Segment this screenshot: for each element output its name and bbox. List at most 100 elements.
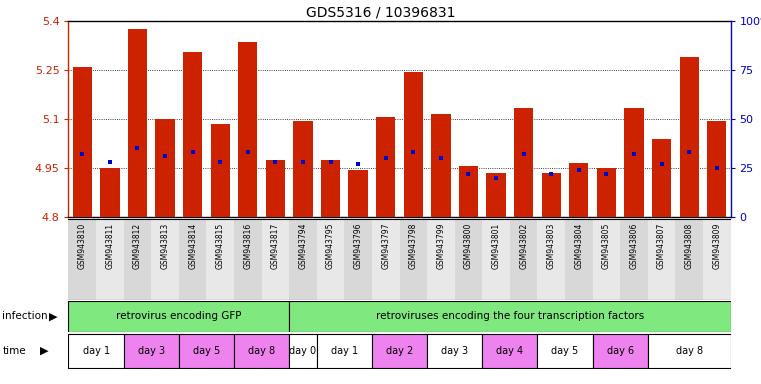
Bar [72, 67, 92, 217]
Text: GSM943809: GSM943809 [712, 223, 721, 269]
Bar [317, 334, 372, 368]
Bar [707, 121, 727, 217]
Bar [238, 42, 257, 217]
Bar [123, 219, 151, 300]
Bar [648, 334, 731, 368]
Bar [372, 334, 427, 368]
Text: GSM943812: GSM943812 [133, 223, 142, 269]
Bar [289, 334, 317, 368]
Text: day 0: day 0 [289, 346, 317, 356]
Bar [155, 119, 175, 217]
Bar [234, 219, 262, 300]
Bar [565, 219, 593, 300]
Bar [289, 301, 731, 331]
Text: day 2: day 2 [386, 346, 413, 356]
Text: time: time [2, 346, 26, 356]
Bar [537, 334, 593, 368]
Bar [514, 108, 533, 217]
Bar [431, 114, 451, 217]
Text: GSM943799: GSM943799 [436, 223, 445, 270]
Bar [68, 301, 289, 331]
Text: day 3: day 3 [441, 346, 468, 356]
Bar [100, 168, 119, 217]
Text: GSM943813: GSM943813 [161, 223, 170, 269]
Text: GSM943815: GSM943815 [215, 223, 224, 269]
Bar [403, 72, 423, 217]
Text: day 3: day 3 [138, 346, 165, 356]
Text: GSM943814: GSM943814 [188, 223, 197, 269]
Bar [123, 334, 179, 368]
Text: infection: infection [2, 311, 48, 321]
Bar [624, 108, 644, 217]
Bar [680, 57, 699, 217]
Text: ▶: ▶ [40, 346, 48, 356]
Text: GSM943801: GSM943801 [492, 223, 501, 269]
Text: GDS5316 / 10396831: GDS5316 / 10396831 [306, 6, 455, 20]
Text: day 1: day 1 [331, 346, 358, 356]
Text: GSM943804: GSM943804 [575, 223, 584, 269]
Text: day 1: day 1 [82, 346, 110, 356]
Text: ▶: ▶ [49, 311, 57, 321]
Bar [321, 160, 340, 217]
Text: GSM943805: GSM943805 [602, 223, 611, 269]
Text: GSM943817: GSM943817 [271, 223, 280, 269]
Text: GSM943796: GSM943796 [354, 223, 363, 270]
Text: GSM943810: GSM943810 [78, 223, 87, 269]
Text: GSM943816: GSM943816 [244, 223, 253, 269]
Text: GSM943811: GSM943811 [105, 223, 114, 269]
Bar [68, 334, 123, 368]
Text: GSM943794: GSM943794 [298, 223, 307, 270]
Text: day 5: day 5 [193, 346, 220, 356]
Text: GSM943802: GSM943802 [519, 223, 528, 269]
Bar [482, 219, 510, 300]
Bar [569, 163, 588, 217]
Text: day 8: day 8 [248, 346, 275, 356]
Bar [676, 219, 703, 300]
Bar [652, 139, 671, 217]
Bar [211, 124, 230, 217]
Bar [593, 334, 648, 368]
Bar [262, 219, 289, 300]
Bar [486, 173, 506, 217]
Text: GSM943797: GSM943797 [381, 223, 390, 270]
Text: GSM943808: GSM943808 [685, 223, 694, 269]
Bar [317, 219, 344, 300]
Bar [206, 219, 234, 300]
Bar [648, 219, 676, 300]
Bar [234, 334, 289, 368]
Bar [349, 170, 368, 217]
Bar [400, 219, 427, 300]
Bar [376, 118, 396, 217]
Bar [510, 219, 537, 300]
Bar [537, 219, 565, 300]
Bar [179, 219, 206, 300]
Text: GSM943798: GSM943798 [409, 223, 418, 269]
Text: GSM943795: GSM943795 [326, 223, 335, 270]
Bar [96, 219, 123, 300]
Bar [593, 219, 620, 300]
Bar [151, 219, 179, 300]
Text: day 4: day 4 [496, 346, 524, 356]
Bar [459, 166, 478, 217]
Bar [128, 29, 147, 217]
Bar [68, 219, 96, 300]
Bar [179, 334, 234, 368]
Text: GSM943803: GSM943803 [546, 223, 556, 269]
Bar [344, 219, 372, 300]
Bar [427, 334, 482, 368]
Text: GSM943807: GSM943807 [657, 223, 666, 269]
Bar [266, 160, 285, 217]
Bar [293, 121, 313, 217]
Bar [597, 168, 616, 217]
Bar [183, 52, 202, 217]
Bar [703, 219, 731, 300]
Text: day 8: day 8 [676, 346, 702, 356]
Text: day 5: day 5 [552, 346, 578, 356]
Bar [427, 219, 454, 300]
Bar [542, 173, 561, 217]
Bar [454, 219, 482, 300]
Text: retrovirus encoding GFP: retrovirus encoding GFP [116, 311, 241, 321]
Text: GSM943800: GSM943800 [464, 223, 473, 269]
Text: day 6: day 6 [607, 346, 634, 356]
Bar [482, 334, 537, 368]
